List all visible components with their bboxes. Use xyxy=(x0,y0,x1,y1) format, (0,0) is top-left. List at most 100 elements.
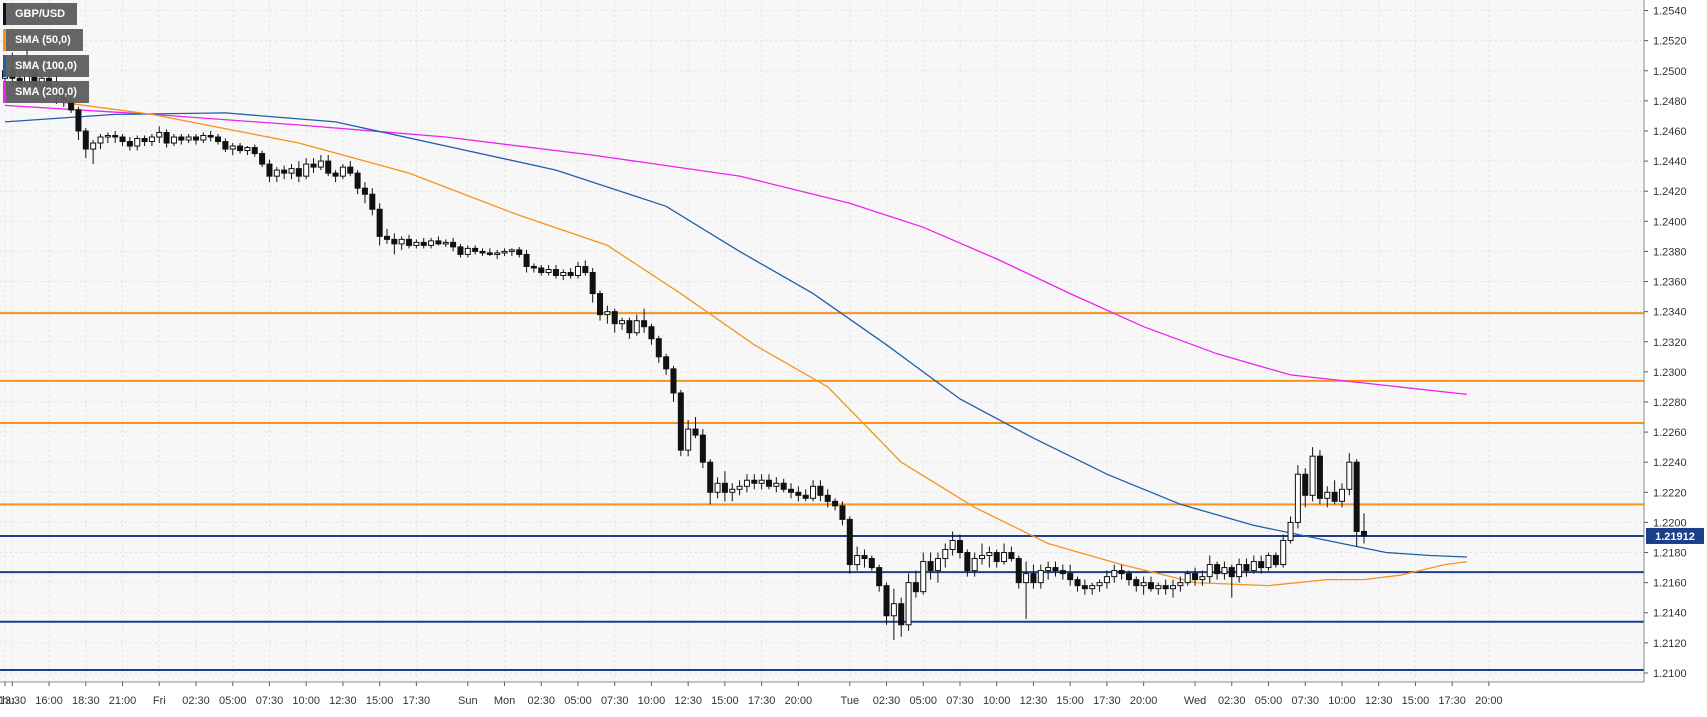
candle-body xyxy=(1067,573,1074,581)
y-tick-label: 1.2540 xyxy=(1653,6,1687,18)
candle xyxy=(310,158,317,174)
candle-body xyxy=(817,485,824,496)
candle xyxy=(567,267,574,279)
candle xyxy=(1118,564,1125,580)
candle xyxy=(1184,570,1191,586)
candle-body xyxy=(582,265,589,273)
candle-body xyxy=(824,494,831,502)
y-tick-label: 1.2520 xyxy=(1653,36,1687,48)
x-tick-label: 07:30 xyxy=(946,695,974,707)
candle-body xyxy=(244,147,251,152)
candle-body xyxy=(141,138,148,143)
candle xyxy=(1280,534,1287,568)
candle-body xyxy=(832,500,839,507)
x-tick-label: 20:00 xyxy=(1130,695,1158,707)
candle xyxy=(119,133,126,147)
candle-body xyxy=(751,479,758,484)
legend-item-gbpusd[interactable]: GBP/USD xyxy=(3,3,89,25)
candle-body xyxy=(721,482,728,493)
candle-body xyxy=(1287,521,1294,541)
candle-body xyxy=(758,479,765,484)
candle xyxy=(1037,564,1044,589)
x-tick-label: 05:00 xyxy=(564,695,592,707)
candle-body xyxy=(677,392,684,451)
candle-body xyxy=(1331,491,1338,502)
candle xyxy=(788,483,795,499)
candle-body xyxy=(347,166,354,174)
candle-body xyxy=(714,482,721,493)
candle-body xyxy=(1309,455,1316,496)
candle-body xyxy=(1272,555,1279,566)
candle-body xyxy=(1324,491,1331,499)
candle-body xyxy=(1081,585,1088,590)
candle-body xyxy=(927,561,934,572)
candle-body xyxy=(126,141,133,147)
candle-body xyxy=(1338,488,1345,502)
price-label: 1.21912 xyxy=(1655,531,1695,543)
candle-body xyxy=(1155,585,1162,590)
candle-body xyxy=(655,338,662,358)
candle xyxy=(1287,516,1294,544)
candle xyxy=(413,239,420,249)
candle-body xyxy=(281,169,288,174)
candle xyxy=(692,417,699,439)
candle xyxy=(993,549,1000,568)
y-tick-label: 1.2160 xyxy=(1653,578,1687,590)
candle xyxy=(1316,450,1323,505)
sma-200-line xyxy=(4,104,1467,396)
candle xyxy=(949,531,956,556)
legend-item-sma100[interactable]: SMA (100,0) xyxy=(3,55,89,77)
legend-swatch xyxy=(3,3,6,25)
candle-body xyxy=(1177,582,1184,587)
candle xyxy=(1081,579,1088,595)
candle xyxy=(435,236,442,246)
candle-body xyxy=(75,109,82,132)
candle-body xyxy=(802,494,809,499)
candle xyxy=(347,161,354,177)
candle-body xyxy=(479,250,486,254)
candle-body xyxy=(1221,567,1228,575)
x-tick-label: 15:00 xyxy=(366,695,394,707)
candle-body xyxy=(259,153,266,165)
candle xyxy=(979,543,986,565)
y-tick-label: 1.2480 xyxy=(1653,96,1687,108)
candle xyxy=(1096,579,1103,592)
candle-body xyxy=(383,235,390,240)
candle xyxy=(104,132,111,144)
candle xyxy=(428,237,435,249)
candle xyxy=(222,138,229,153)
candle xyxy=(839,501,846,526)
x-tick-label: 05:00 xyxy=(1255,695,1283,707)
candle xyxy=(1309,447,1316,502)
candle xyxy=(1250,555,1257,574)
candle xyxy=(237,143,244,154)
y-tick-label: 1.2320 xyxy=(1653,337,1687,349)
candle xyxy=(883,582,890,625)
candle xyxy=(780,478,787,493)
candle-body xyxy=(971,558,978,572)
candle-body xyxy=(670,368,677,394)
candle xyxy=(538,264,545,276)
candle xyxy=(339,164,346,180)
x-tick-label: 02:30 xyxy=(182,695,210,707)
candle-body xyxy=(942,549,949,560)
candle-body xyxy=(795,491,802,496)
candle xyxy=(332,170,339,183)
candle-body xyxy=(317,160,324,168)
y-tick-label: 1.2400 xyxy=(1653,216,1687,228)
candle xyxy=(1192,567,1199,586)
candle-body xyxy=(1125,573,1132,581)
candle-body xyxy=(104,134,111,138)
candle xyxy=(82,127,89,159)
x-tick-label: Mon xyxy=(494,695,515,707)
legend-item-sma200[interactable]: SMA (200,0) xyxy=(3,81,89,103)
candle xyxy=(685,420,692,457)
candle-body xyxy=(1280,539,1287,566)
candle-body xyxy=(648,326,655,340)
candle-body xyxy=(883,585,890,617)
candle xyxy=(1199,570,1206,586)
candle-body xyxy=(1103,576,1110,584)
x-tick-label: 10:00 xyxy=(1328,695,1356,707)
legend-item-sma50[interactable]: SMA (50,0) xyxy=(3,29,89,51)
